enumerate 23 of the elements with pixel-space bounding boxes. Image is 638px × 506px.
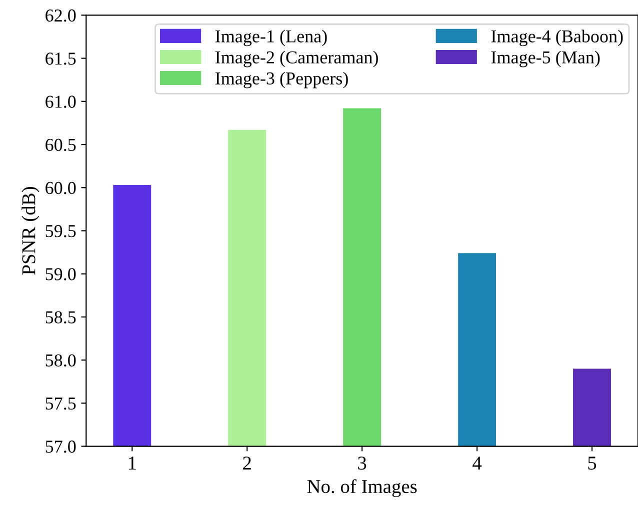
- y-tick-label: 59.0: [46, 268, 76, 280]
- x-tick-label: 3: [358, 456, 366, 470]
- x-axis-title: No. of Images: [307, 479, 417, 498]
- x-tick-label: 2: [243, 456, 251, 470]
- y-axis-title: PSNR (dB): [22, 187, 40, 275]
- y-tick-label: 61.5: [46, 52, 76, 65]
- legend-label: Image-4 (Baboon): [491, 30, 623, 46]
- x-tick-label: 4: [472, 456, 482, 470]
- y-tick-label: 61.0: [46, 96, 76, 108]
- y-tick-label: 59.5: [46, 225, 76, 238]
- y-tick-label: 60.0: [46, 182, 76, 194]
- legend-label: Image-5 (Man): [491, 50, 600, 68]
- x-tick-label: 1: [128, 456, 136, 470]
- x-tick-label: 5: [588, 456, 596, 470]
- y-tick-label: 62.0: [46, 9, 76, 22]
- y-tick-label: 58.5: [46, 311, 76, 324]
- y-tick-label: 58.0: [46, 354, 76, 367]
- y-tick-label: 60.5: [46, 138, 76, 152]
- y-tick-label: 57.0: [46, 440, 76, 453]
- legend-label: Image-3 (Peppers): [215, 72, 348, 88]
- legend-label: Image-2 (Cameraman): [215, 50, 378, 68]
- y-tick-label: 57.5: [46, 398, 76, 410]
- legend-label: Image-1 (Lena): [215, 30, 327, 46]
